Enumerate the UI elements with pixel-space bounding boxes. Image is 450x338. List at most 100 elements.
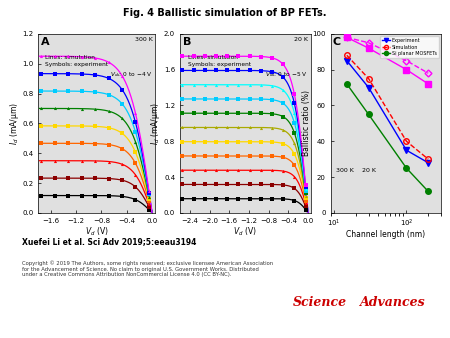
Point [132, 184, 139, 190]
Point [268, 97, 275, 102]
Point [190, 125, 197, 130]
Point [78, 193, 86, 198]
Point [105, 59, 112, 65]
Point [179, 53, 186, 59]
Point [224, 96, 231, 102]
Point [212, 111, 220, 116]
Y-axis label: Ballistic ratio (%): Ballistic ratio (%) [302, 90, 311, 156]
Point [257, 182, 265, 187]
Point [78, 158, 86, 164]
Point [118, 194, 126, 199]
Point [190, 82, 197, 88]
Line: Experiment: Experiment [344, 58, 431, 166]
Point [268, 139, 275, 145]
Point [257, 54, 265, 59]
Point [201, 53, 208, 59]
Experiment [366, 86, 371, 90]
Point [38, 106, 45, 111]
Point [257, 168, 265, 173]
Point [51, 53, 59, 59]
Point [224, 53, 231, 59]
Point [51, 123, 59, 128]
Point [268, 125, 275, 130]
Point [105, 108, 112, 114]
Point [91, 141, 99, 146]
Point [291, 101, 298, 106]
Legend: Experiment, Simulation, Si planar MOSFETs: Experiment, Simulation, Si planar MOSFET… [380, 36, 439, 58]
Point [212, 68, 220, 73]
Point [179, 82, 186, 88]
Point [302, 201, 309, 206]
X-axis label: Channel length (nm): Channel length (nm) [346, 231, 425, 240]
Point [65, 123, 72, 128]
Point [279, 62, 287, 67]
Point [51, 175, 59, 181]
Point [65, 106, 72, 111]
Point [105, 193, 112, 198]
Simulation [344, 53, 350, 57]
Text: Advances: Advances [360, 296, 426, 309]
Point [132, 197, 139, 202]
Point [268, 182, 275, 187]
Point [65, 158, 72, 163]
Point [268, 153, 275, 159]
Point [235, 53, 242, 59]
Point [132, 120, 139, 125]
Text: Lines: simulation
Symbols: experiment: Lines: simulation Symbols: experiment [188, 55, 251, 67]
Point [212, 182, 220, 187]
Point [118, 177, 126, 183]
Point [302, 207, 309, 212]
Text: 20 K: 20 K [294, 38, 308, 42]
Text: $V_{ds}$: 0 to −4 V: $V_{ds}$: 0 to −4 V [110, 70, 153, 78]
Point [190, 68, 197, 73]
Point [224, 82, 231, 88]
Simulation [366, 77, 371, 81]
Point [246, 125, 253, 130]
Text: Copyright © 2019 The Authors, some rights reserved; exclusive licensee American : Copyright © 2019 The Authors, some right… [22, 260, 274, 277]
Point [235, 168, 242, 173]
Simulation [426, 157, 431, 161]
Point [65, 175, 72, 181]
Point [246, 182, 253, 187]
Point [38, 158, 45, 163]
Point [132, 139, 139, 145]
Point [132, 150, 139, 155]
Point [38, 175, 45, 181]
Si planar MOSFETs [404, 166, 409, 170]
Point [246, 196, 253, 201]
Experiment [426, 161, 431, 165]
Point [38, 71, 45, 76]
Point [118, 87, 126, 92]
Point [279, 141, 287, 146]
Point [179, 96, 186, 102]
Point [51, 158, 59, 163]
Point [212, 168, 220, 173]
Point [302, 193, 309, 198]
Point [38, 193, 45, 198]
Point [201, 111, 208, 116]
Point [246, 153, 253, 159]
Point [201, 196, 208, 201]
Point [246, 139, 253, 144]
Point [190, 153, 197, 159]
Point [291, 92, 298, 97]
Point [51, 193, 59, 198]
Point [235, 125, 242, 130]
Point [190, 196, 197, 201]
Point [118, 73, 126, 78]
Point [224, 182, 231, 187]
Point [105, 125, 112, 130]
Point [224, 139, 231, 144]
Point [212, 96, 220, 102]
Point [201, 68, 208, 73]
Point [179, 111, 186, 116]
Point [212, 139, 220, 144]
Point [78, 54, 86, 59]
Point [91, 72, 99, 78]
Point [246, 96, 253, 102]
Point [212, 196, 220, 201]
Point [235, 82, 242, 88]
Point [291, 163, 298, 168]
Point [105, 142, 112, 147]
Point [224, 68, 231, 73]
